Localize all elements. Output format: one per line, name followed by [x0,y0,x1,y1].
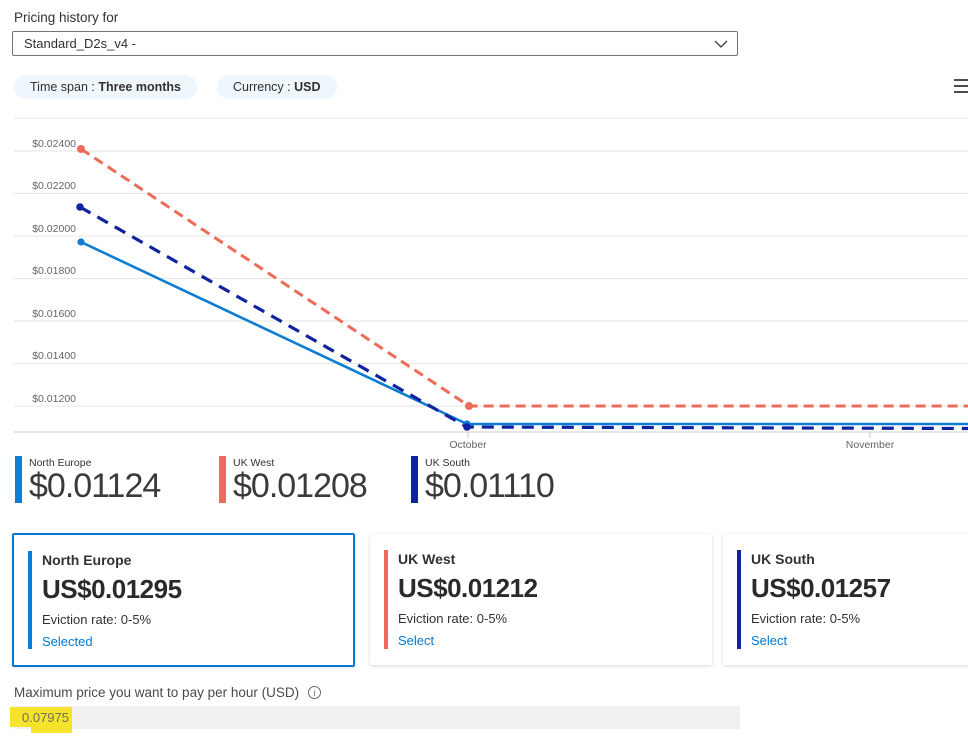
currency-pill[interactable]: Currency : USD [216,75,337,99]
series-uk-west-line [80,147,968,408]
max-price-field [10,706,740,733]
uk-south-start-point [76,203,84,211]
currency-value: USD [294,80,321,94]
card-select-link[interactable]: Select [751,633,788,648]
legend-item-north-europe: North Europe $0.01124 [15,456,161,505]
filter-pills: Time span : Three months Currency : USD [14,75,337,99]
north-europe-start-point [77,238,85,246]
legend-swatch-uk-west [219,456,226,503]
card-price: US$0.01257 [751,573,891,603]
pricing-history-chart [14,117,968,438]
legend-name: UK West [233,457,275,469]
uk-west-october-point [465,402,473,410]
card-eviction-rate: Eviction rate: 0-5% [42,612,152,627]
card-region-name: North Europe [42,552,132,568]
card-eviction-rate: Eviction rate: 0-5% [398,611,508,626]
highlight-annotation [31,726,72,733]
x-tick-label-november: November [845,439,895,451]
x-tick-label-october: October [449,439,487,451]
y-tick-label: $0.01200 [32,393,76,405]
chart-legend: North Europe $0.01124 UK West $0.01208 U… [0,454,968,510]
card-price: US$0.01295 [42,574,182,604]
y-tick-label: $0.01600 [32,308,76,320]
y-tick-label: $0.02400 [32,138,76,150]
card-selected-link[interactable]: Selected [42,634,93,649]
legend-value: $0.01124 [29,467,161,505]
card-accent-bar [737,550,741,649]
chart-menu-icon[interactable] [954,79,968,96]
series-uk-south-line [79,205,968,431]
card-region-name: UK West [398,551,456,567]
y-tick-label: $0.02200 [32,180,76,192]
y-tick-label: $0.02000 [32,223,76,235]
chart-gridlines [14,117,968,407]
legend-value: $0.01110 [425,467,555,505]
legend-swatch-uk-south [411,456,418,503]
info-icon[interactable]: i [308,686,322,699]
y-tick-label: $0.01400 [32,350,76,362]
chart-axis-ticks [467,432,871,438]
legend-name: North Europe [29,457,92,469]
page-title: Pricing history for [14,10,119,25]
region-card-uk-south[interactable]: UK South US$0.01257 Eviction rate: 0-5% … [723,534,968,665]
legend-item-uk-west: UK West $0.01208 [219,456,368,505]
max-price-input[interactable] [14,706,740,729]
region-card-north-europe[interactable]: North Europe US$0.01295 Eviction rate: 0… [12,533,355,667]
card-select-link[interactable]: Select [398,633,435,648]
y-tick-label: $0.01800 [32,265,76,277]
legend-item-uk-south: UK South $0.01110 [411,456,555,505]
sku-dropdown-value: Standard_D2s_v4 - [24,36,137,51]
time-span-value: Three months [98,80,181,94]
legend-name: UK South [425,457,470,469]
card-price: US$0.01212 [398,573,538,603]
currency-label: Currency : [232,80,295,94]
card-eviction-rate: Eviction rate: 0-5% [751,611,861,626]
card-accent-bar [384,550,388,649]
chevron-down-icon [713,37,729,56]
region-card-uk-west[interactable]: UK West US$0.01212 Eviction rate: 0-5% S… [370,534,712,665]
legend-swatch-north-europe [15,456,22,503]
sku-dropdown[interactable]: Standard_D2s_v4 - [12,31,738,56]
max-price-label: Maximum price you want to pay per hour (… [14,685,300,700]
legend-value: $0.01208 [233,467,368,505]
time-span-label: Time span : [30,80,99,94]
uk-west-start-point [77,145,85,153]
card-region-name: UK South [751,551,815,567]
card-accent-bar [28,551,32,649]
uk-south-october-point [463,423,471,431]
time-span-pill[interactable]: Time span : Three months [14,75,197,99]
series-north-europe-line [80,240,968,426]
